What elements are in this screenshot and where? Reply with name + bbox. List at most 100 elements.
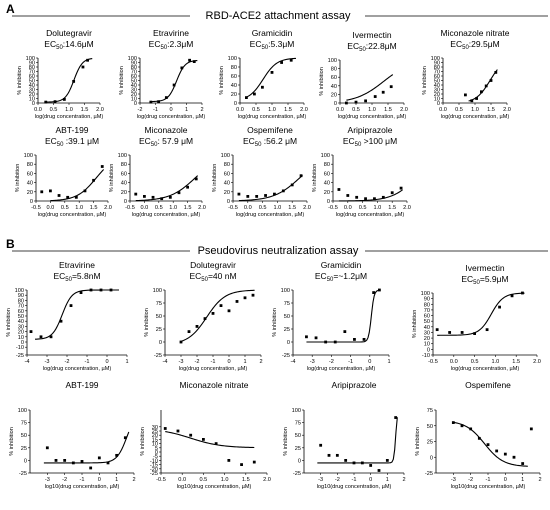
panelB-plots-5-x-tick-label: 0.5	[200, 477, 208, 483]
panelB-plots-0-data-point	[69, 304, 73, 307]
panelB-plots-6-data-point	[385, 459, 389, 462]
panelB-plots-2-x-tick-label: -4	[291, 359, 296, 365]
panelB-plots-3-y-tick-label: 40	[424, 325, 430, 331]
panelA-plots-4-fit-curve	[468, 69, 498, 102]
panelA-plots-0-y-tick-label: 80	[29, 65, 35, 71]
panelA-plots-2-data-point	[270, 71, 274, 74]
panelB-plots-4-data-point	[89, 466, 93, 470]
panelB-plots-4-x-tick-label: 0	[98, 477, 101, 483]
panelA-plots-4-y-tick-label: 30	[434, 88, 440, 94]
panelA-plots-7-x-tick-label: 1.5	[288, 205, 296, 211]
panelA-plots-7-y-tick-label: 40	[224, 181, 230, 187]
panelB-plots-6-plot: Aripiprazole -3 -2 -1 0 1 2 -25 0 25 50 75 100 log10(…	[283, 380, 406, 490]
panelB-plots-4-x-tick-label: -1	[80, 477, 85, 483]
panelA-plots-3-y-axis-label: % inhibition	[319, 67, 325, 96]
panelB-plots-2-data-point	[333, 340, 337, 344]
panelA-plots-1-title: Etravirine	[153, 28, 189, 38]
panelA-plots-1-data-point	[192, 60, 196, 63]
panelB-plots-0-x-tick-label: 1	[125, 359, 128, 365]
panelA-plots-8-data-point	[364, 197, 367, 201]
panelA-plots-1-y-axis-label: % inhibition	[119, 66, 125, 95]
panelB-plots-1-data-point	[235, 300, 239, 303]
panelA-plots-1-x-tick-label: -1	[153, 107, 158, 113]
panelA-plots-6-data-point	[160, 197, 164, 201]
panelA-plots-3-data-point	[354, 100, 358, 104]
panelA-plots-7-subtitle: EC50 :56.2 μM	[243, 136, 297, 148]
panelA-plots-8-data-point	[399, 186, 403, 190]
panelA-plots-3-y-tick-label: 20	[331, 92, 337, 98]
panelA-plots-2-x-axis-label: log(drug concentration, µM)	[238, 114, 307, 120]
panelB-plots-7-plot: Ospemifene -3 -2 -1 0 1 2 -25 0 25 50 75 log10(drug …	[415, 380, 542, 490]
panelB-plots-7-x-axis-label: log10(drug concentration, µM)	[451, 484, 526, 490]
panelA-plots-7-y-tick-label: 20	[224, 190, 230, 196]
panelB-plots-3-fit-curve	[437, 292, 525, 336]
panelB-plots-5-plot: Miconazole nitrate -0.5 0.0 0.5 1.0 1.5 2.0 -25…	[140, 380, 271, 490]
panelA-plots-8-y-tick-label: 20	[324, 190, 330, 196]
panelA-plots-2-data-point	[245, 96, 248, 99]
panelA-plots-0-y-tick-label: 0	[32, 101, 35, 107]
panelB-plots-0-y-tick-label: 100	[15, 288, 24, 294]
panelB-plots-7-data-point	[503, 452, 507, 456]
panelA-plots-0-y-tick-label: 40	[29, 83, 35, 89]
panelA-plots-7-data-point	[290, 183, 294, 187]
panelB-plots-1-x-tick-label: -2	[195, 359, 200, 365]
panelA-plots-2-data-point	[280, 61, 283, 64]
panelA-plots-2-data-point	[289, 58, 293, 62]
panelB-plots-0-y-tick-label: 70	[18, 304, 24, 310]
panelA-plots-1-y-tick-label: 40	[131, 83, 137, 89]
panelB-plots-5-data-point	[176, 429, 180, 433]
panelB-plots-4-data-point	[97, 456, 101, 460]
panelA-plots-1-data-point	[188, 58, 191, 62]
panelB-plots-3-y-tick-label: -10	[422, 353, 430, 359]
panelA-plots-4-x-tick-label: 0.5	[455, 107, 463, 113]
panelB-plots-2-data-point	[372, 291, 376, 294]
panelA-plots-3-fit-curve	[346, 74, 394, 101]
panelA-plots-7-y-tick-label: 0	[227, 199, 230, 205]
panelA-plots-1-data-point	[172, 83, 176, 87]
panelA-plots-2-x-tick-label: 0.5	[252, 107, 260, 113]
panelA-plots-1-y-tick-label: 60	[131, 74, 137, 80]
panelA-plots-8-x-tick-label: 2.0	[403, 205, 411, 211]
panelB-plots-4-plot: ABT-199 -3 -2 -1 0 1 2 -25 0 25 50 75 100 log10(drug …	[9, 380, 136, 490]
panelB-plots-3-y-tick-label: 70	[424, 308, 430, 314]
panelA-plots-3-data-point	[381, 90, 385, 94]
panelB-plots-7-x-tick-label: 0	[504, 477, 507, 483]
panelA-plots-2-title: Gramicidin	[252, 28, 293, 38]
panelB-plots-3-data-point	[498, 305, 501, 309]
panelA-plots-1-y-tick-label: 10	[131, 97, 137, 103]
panelA-plots-5-data-point	[57, 194, 61, 197]
panelA-plots-0-data-point	[86, 58, 89, 62]
panelB-plots-6-y-tick-label: 100	[292, 408, 301, 414]
panelA-plots-5-data-point	[74, 195, 78, 199]
panelA-plots-3-title: Ivermectin	[352, 30, 391, 40]
panelA-plots-0-y-tick-label: 90	[29, 61, 35, 67]
panelA-plots-6-x-tick-label: 0.0	[141, 205, 149, 211]
panelA-plots-2-data-point	[253, 92, 256, 96]
panelB-plots-4-y-tick-label: 100	[18, 408, 27, 414]
panelA-plots-1-x-tick-label: 2	[200, 107, 203, 113]
panelB-plots-4-data-point	[71, 461, 75, 465]
panelB-plots-2-subtitle: EC50=~1.2μM	[315, 271, 367, 283]
panelB-plots-6-data-point	[319, 443, 323, 447]
panelB-plots-7-data-point	[460, 424, 464, 428]
panelA-plots-5-title: ABT-199	[55, 125, 88, 135]
panelA-plots-2-fit-curve	[246, 57, 297, 98]
panelB-plots-7-data-point	[451, 421, 455, 424]
panelA-plots-3-data-point	[364, 99, 367, 103]
panelB-plots-5-y-tick-label: -5	[153, 454, 158, 460]
panelA-plots-6-x-tick-label: -0.5	[125, 205, 135, 211]
panelB-plots-5-x-tick-label: 2.0	[263, 477, 271, 483]
panelA-plots-7-y-tick-label: 80	[224, 162, 230, 168]
panelB-plots-2-x-tick-label: -3	[310, 359, 315, 365]
panelB-plots-2-title: Gramicidin	[321, 260, 362, 270]
panelB-plots-6-y-axis-label: % inhibition	[283, 427, 289, 456]
panelA-plots-1-y-tick-label: 30	[131, 88, 137, 94]
panelA-plots-5-x-tick-label: -0.5	[31, 205, 41, 211]
panelB-plots-0-data-point	[89, 288, 93, 292]
panelB-plots-3-subtitle: EC50=5.9μM	[461, 274, 508, 286]
panelA-plots-4-data-point	[494, 71, 498, 74]
panelB-plots-2-x-tick-label: -1	[348, 359, 353, 365]
